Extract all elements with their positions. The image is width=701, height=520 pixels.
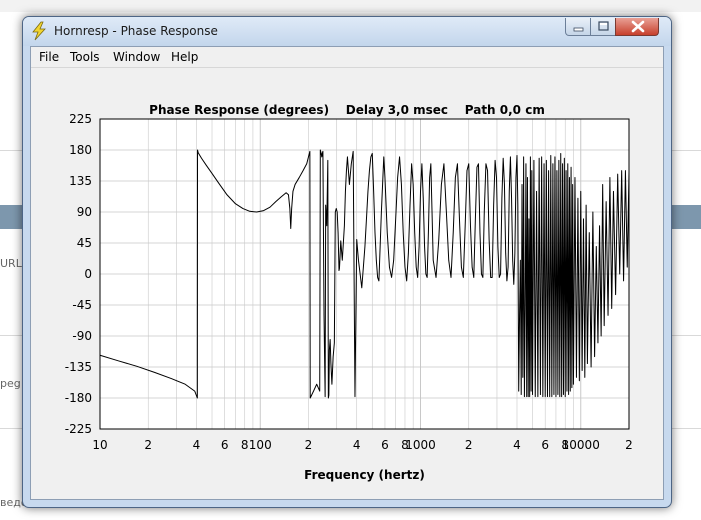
y-tick-label: -90: [72, 329, 92, 343]
menu-bar: File Tools Window Help: [31, 47, 663, 68]
y-tick-label: -180: [65, 391, 92, 405]
x-axis-label: Frequency (hertz): [304, 468, 425, 482]
client-area: File Tools Window Help Phase Response (d…: [30, 46, 664, 500]
title-bar[interactable]: Hornresp - Phase Response: [23, 17, 671, 46]
close-button[interactable]: [615, 18, 659, 36]
x-tick-label: 6: [541, 438, 549, 452]
x-tick-label: 8: [401, 438, 409, 452]
maximize-icon: [598, 21, 609, 31]
window-title: Hornresp - Phase Response: [54, 24, 218, 38]
phase-series-line: [99, 149, 630, 399]
background-page-top: [0, 0, 701, 12]
y-tick-label: -135: [65, 360, 92, 374]
y-tick-label: 90: [77, 205, 92, 219]
menu-help[interactable]: Help: [171, 50, 199, 64]
y-tick-label: -45: [72, 298, 92, 312]
y-tick-label: 225: [69, 112, 92, 126]
close-icon: [631, 20, 645, 33]
x-tick-label: 10: [92, 438, 107, 452]
x-tick-label: 2: [144, 438, 152, 452]
app-window: Hornresp - Phase Response File Tools Win…: [22, 16, 672, 508]
x-tick-label: 2: [625, 438, 633, 452]
y-tick-label: 180: [69, 143, 92, 157]
menu-window[interactable]: Window: [113, 50, 161, 64]
maximize-button[interactable]: [590, 18, 616, 36]
x-tick-label: 10000: [562, 438, 600, 452]
x-tick-label: 100: [249, 438, 272, 452]
x-tick-label: 8: [561, 438, 569, 452]
minimize-button[interactable]: [565, 18, 591, 36]
x-tick-label: 4: [353, 438, 361, 452]
x-tick-label: 2: [465, 438, 473, 452]
menu-file[interactable]: File: [39, 50, 60, 64]
y-tick-label: 0: [84, 267, 92, 281]
x-tick-label: 4: [193, 438, 201, 452]
y-tick-label: 45: [77, 236, 92, 250]
background-text: ведо: [0, 496, 28, 509]
background-text: URL]: [0, 257, 27, 270]
x-tick-label: 6: [381, 438, 389, 452]
y-tick-label: -225: [65, 422, 92, 436]
x-tick-label: 8: [241, 438, 249, 452]
x-tick-label: 1000: [405, 438, 436, 452]
minimize-icon: [573, 27, 584, 32]
y-tick-label: 135: [69, 174, 92, 188]
x-tick-label: 4: [513, 438, 521, 452]
chart-title: Phase Response (degrees) Delay 3,0 msec …: [149, 103, 545, 117]
x-tick-label: 6: [221, 438, 229, 452]
x-tick-label: 2: [305, 438, 313, 452]
lightning-icon: [32, 21, 46, 41]
menu-tools[interactable]: Tools: [70, 50, 100, 64]
y-tick-labels: 225 180 135 90 45 0 -45 -90 -135 -180 -225: [65, 112, 92, 436]
plot-frame: [99, 118, 630, 430]
